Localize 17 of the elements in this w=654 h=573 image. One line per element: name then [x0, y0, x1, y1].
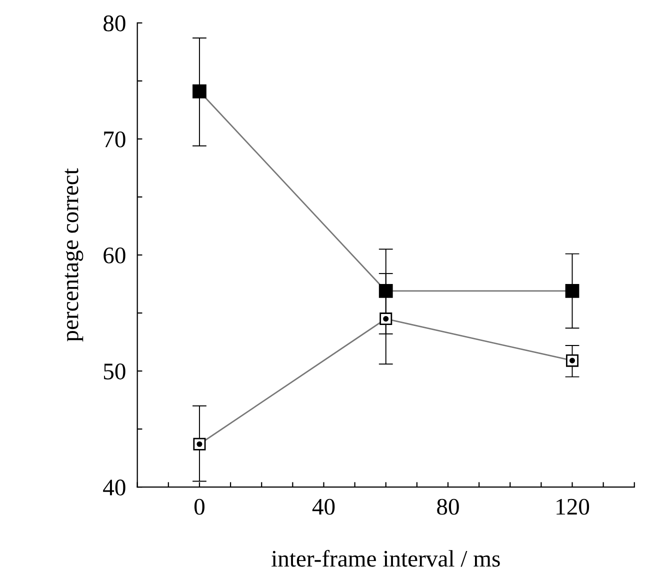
y-tick-label: 50 [104, 364, 126, 380]
y-tick-label: 70 [104, 131, 126, 148]
x-tick-label: 40 [312, 498, 335, 515]
y-tick-label: 60 [104, 247, 126, 264]
y-tick-label: 80 [104, 15, 126, 32]
point [193, 438, 206, 450]
x-tick-label: 0 [194, 498, 204, 515]
point [565, 284, 580, 298]
x-axis-title: inter-frame interval / ms [272, 550, 500, 567]
point [380, 312, 392, 326]
y-tick-label: 40 [103, 480, 126, 496]
point [192, 84, 206, 98]
point [566, 354, 578, 367]
point [378, 284, 393, 298]
y-axis-title: percentage correct [64, 168, 84, 342]
x-tick-label: 120 [556, 498, 590, 515]
x-tick-label: 80 [437, 498, 459, 515]
